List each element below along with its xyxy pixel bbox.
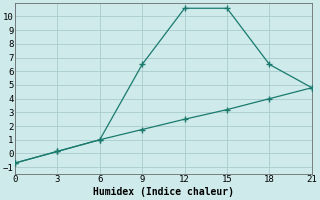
X-axis label: Humidex (Indice chaleur): Humidex (Indice chaleur) [93,187,234,197]
